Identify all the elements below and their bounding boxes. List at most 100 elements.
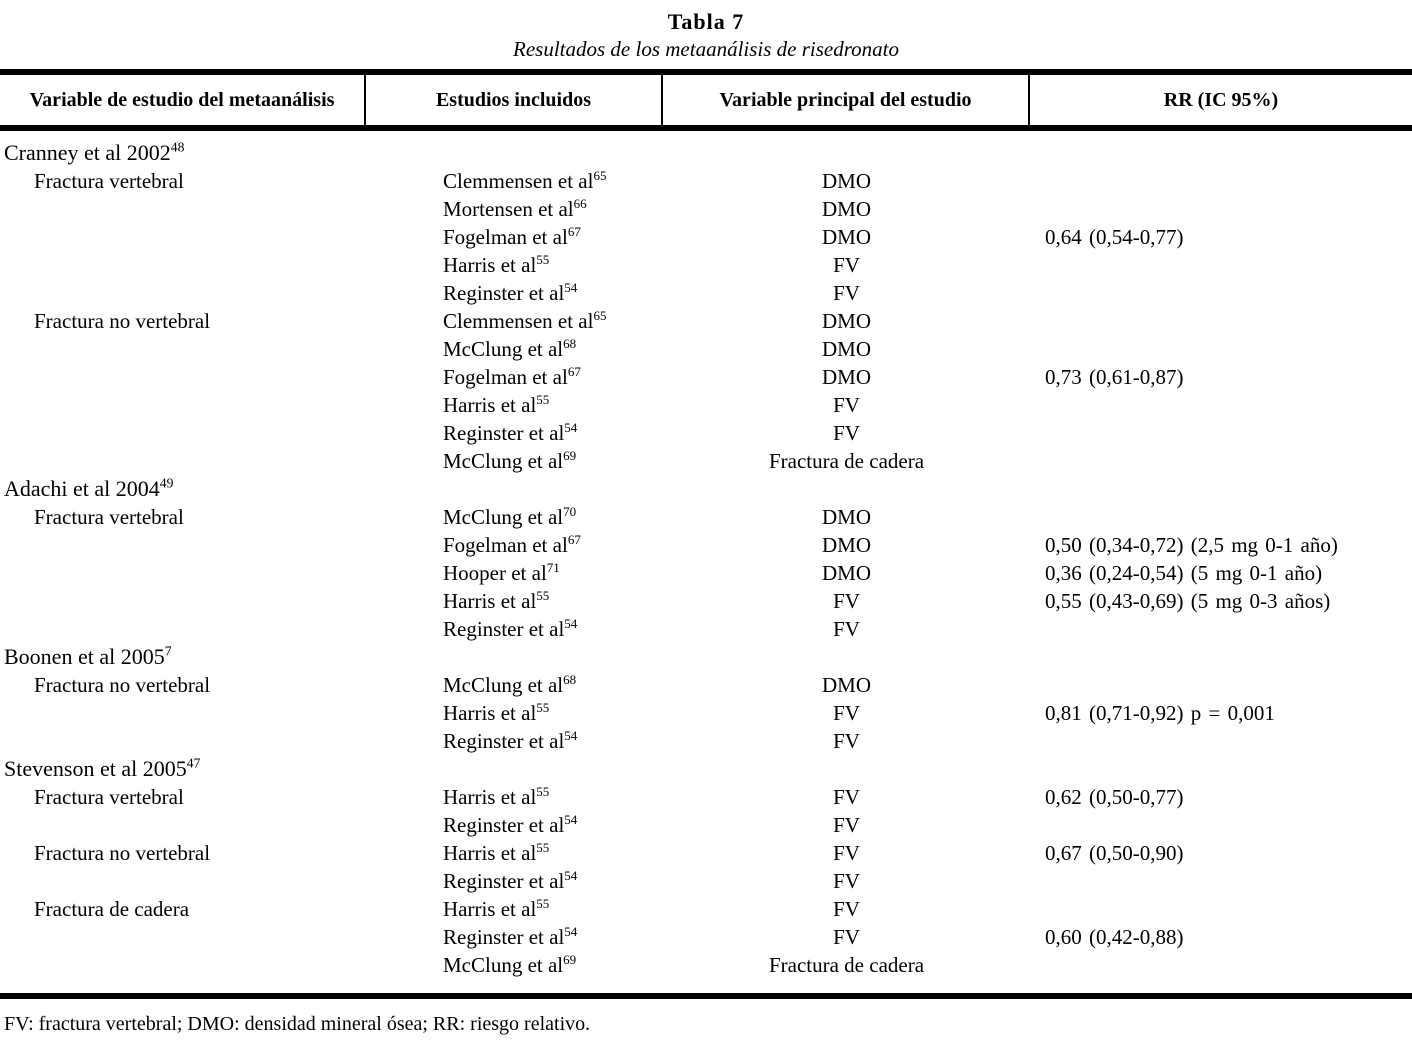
study-cell: Fogelman et al67: [443, 532, 581, 557]
meta-variable-cell: [0, 727, 366, 755]
rr-cell: [1030, 195, 1412, 223]
study-cell: McClung et al69: [443, 952, 577, 977]
rr-cell: 0,60 (0,42-0,88): [1045, 925, 1184, 949]
meta-variable-cell: [0, 867, 366, 895]
table-footnote: FV: fractura vertebral; DMO: densidad mi…: [4, 1013, 591, 1035]
study-cell: McClung et al70: [443, 504, 577, 529]
meta-variable-cell: [0, 923, 366, 951]
meta-variable-cell: [0, 223, 366, 251]
rr-cell: [1030, 139, 1412, 167]
meta-variable-cell: [0, 335, 366, 363]
study-cell: McClung et al69: [443, 448, 577, 473]
header-bottom-rule: [0, 125, 1412, 131]
study-cell: Reginster et al54: [443, 728, 578, 753]
study-cell: Reginster et al54: [443, 420, 578, 445]
meta-variable-cell: [0, 699, 366, 727]
endpoint-cell: [663, 643, 1030, 671]
table-title: Tabla 7: [667, 9, 745, 34]
rr-cell: 0,67 (0,50-0,90): [1045, 841, 1184, 865]
meta-variable-cell: [0, 419, 366, 447]
meta-variable-cell: Fractura no vertebral: [34, 309, 211, 333]
rr-cell: 0,55 (0,43-0,69) (5 mg 0-3 años): [1045, 589, 1331, 613]
rr-cell: 0,62 (0,50-0,77): [1045, 785, 1184, 809]
study-cell: Mortensen et al66: [443, 196, 587, 221]
study-cell: Harris et al55: [443, 252, 550, 277]
endpoint-cell: DMO: [821, 533, 871, 557]
endpoint-cell: [663, 755, 1030, 783]
meta-variable-cell: [0, 195, 366, 223]
endpoint-cell: DMO: [821, 169, 871, 193]
study-cell: [366, 475, 663, 503]
meta-variable-cell: [0, 447, 366, 475]
rr-cell: [1030, 167, 1412, 195]
meta-variable-cell: Fractura de cadera: [34, 897, 190, 921]
endpoint-cell: FV: [833, 785, 860, 809]
rr-cell: [1030, 727, 1412, 755]
study-cell: Reginster et al54: [443, 280, 578, 305]
meta-variable-cell: [0, 615, 366, 643]
meta-variable-cell: [0, 587, 366, 615]
rr-cell: [1030, 615, 1412, 643]
meta-variable-cell: Boonen et al 20057: [4, 643, 172, 669]
study-cell: Harris et al55: [443, 700, 550, 725]
column-header-rr: RR (IC 95%): [1163, 88, 1279, 111]
study-cell: Fogelman et al67: [443, 364, 581, 389]
endpoint-cell: DMO: [821, 561, 871, 585]
meta-variable-cell: [0, 951, 366, 979]
endpoint-cell: FV: [833, 925, 860, 949]
endpoint-cell: FV: [833, 253, 860, 277]
study-cell: Reginster et al54: [443, 616, 578, 641]
rr-cell: [1030, 895, 1412, 923]
rr-cell: [1030, 447, 1412, 475]
endpoint-cell: FV: [833, 701, 860, 725]
meta-variable-cell: Stevenson et al 200547: [4, 755, 201, 781]
rr-cell: [1030, 951, 1412, 979]
rr-cell: 0,64 (0,54-0,77): [1045, 225, 1184, 249]
endpoint-cell: DMO: [821, 673, 871, 697]
endpoint-cell: [663, 139, 1030, 167]
endpoint-cell: DMO: [821, 505, 871, 529]
study-cell: [366, 643, 663, 671]
study-cell: Fogelman et al67: [443, 224, 581, 249]
rr-cell: [1030, 475, 1412, 503]
study-cell: Harris et al55: [443, 588, 550, 613]
meta-variable-cell: [0, 559, 366, 587]
rr-cell: 0,50 (0,34-0,72) (2,5 mg 0-1 año): [1045, 533, 1338, 557]
study-cell: McClung et al68: [443, 336, 577, 361]
endpoint-cell: [663, 475, 1030, 503]
study-cell: Harris et al55: [443, 840, 550, 865]
endpoint-cell: Fractura de cadera: [768, 449, 925, 473]
meta-variable-cell: Fractura vertebral: [34, 505, 184, 529]
endpoint-cell: FV: [833, 869, 860, 893]
column-header-included-studies: Estudios incluidos: [366, 75, 663, 125]
study-cell: Clemmensen et al65: [443, 308, 607, 333]
meta-variable-cell: [0, 811, 366, 839]
meta-variable-cell: [0, 391, 366, 419]
endpoint-cell: DMO: [821, 365, 871, 389]
rr-cell: [1030, 279, 1412, 307]
column-header-meta-variable: Variable de estudio del metaanálisis: [0, 75, 366, 125]
study-cell: Harris et al55: [443, 896, 550, 921]
endpoint-cell: FV: [833, 841, 860, 865]
study-cell: Harris et al55: [443, 784, 550, 809]
rr-cell: [1030, 643, 1412, 671]
column-header-main-variable: Variable principal del estudio: [663, 75, 1030, 125]
rr-cell: [1030, 755, 1412, 783]
meta-variable-cell: Fractura no vertebral: [34, 841, 211, 865]
study-cell: [366, 139, 663, 167]
rr-cell: [1030, 671, 1412, 699]
rr-cell: [1030, 335, 1412, 363]
meta-variable-cell: Adachi et al 200449: [4, 475, 174, 501]
endpoint-cell: FV: [833, 729, 860, 753]
endpoint-cell: FV: [833, 393, 860, 417]
study-cell: Hooper et al71: [443, 560, 560, 585]
endpoint-cell: FV: [833, 617, 860, 641]
top-rule: [0, 69, 1412, 75]
rr-cell: [1030, 503, 1412, 531]
meta-variable-cell: [0, 251, 366, 279]
meta-variable-cell: [0, 363, 366, 391]
study-cell: McClung et al68: [443, 672, 577, 697]
endpoint-cell: Fractura de cadera: [768, 953, 925, 977]
study-cell: Reginster et al54: [443, 924, 578, 949]
